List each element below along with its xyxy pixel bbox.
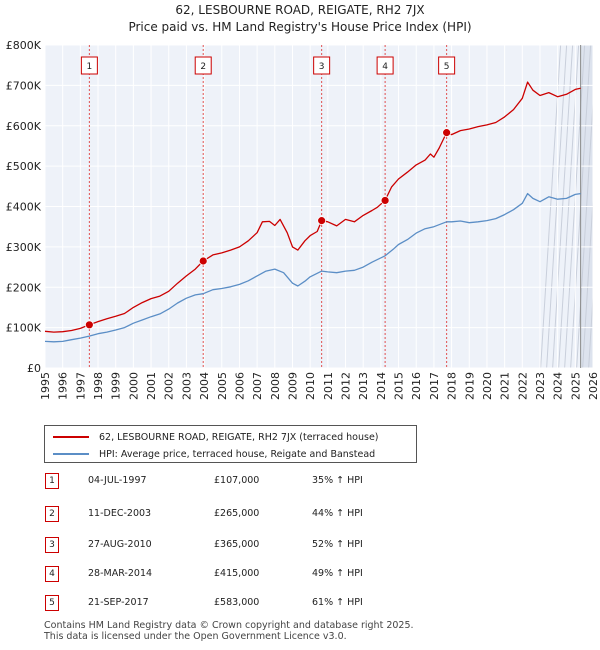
x-tick-label: 2009 <box>286 372 299 400</box>
legend-label-hpi: HPI: Average price, terraced house, Reig… <box>99 448 376 460</box>
x-tick-label: 2022 <box>516 372 529 400</box>
x-tick-label: 2018 <box>446 372 459 400</box>
x-tick-label: 2000 <box>127 372 140 400</box>
transaction-date: 21-SEP-2017 <box>88 597 149 608</box>
transaction-number-badge: 2 <box>45 506 59 522</box>
y-tick-label: £200K <box>6 281 42 294</box>
x-tick-label: 2017 <box>428 372 441 400</box>
y-tick-label: £300K <box>6 241 42 254</box>
transaction-price: £415,000 <box>214 568 260 579</box>
x-tick-label: 2007 <box>251 372 264 400</box>
transaction-hpi-change: 49% ↑ HPI <box>312 568 363 579</box>
transaction-date: 04-JUL-1997 <box>88 475 147 486</box>
transaction-hpi-change: 44% ↑ HPI <box>312 508 363 519</box>
y-tick-label: £100K <box>6 322 42 335</box>
x-tick-label: 2023 <box>534 372 547 400</box>
y-tick-label: £400K <box>6 201 42 214</box>
footer-license: This data is licensed under the Open Gov… <box>44 631 347 642</box>
x-tick-label: 2019 <box>463 372 476 400</box>
table-row: 4 28-MAR-2014 £415,000 49% ↑ HPI <box>0 566 600 586</box>
transaction-number-badge: 5 <box>45 595 59 611</box>
y-tick-label: £800K <box>6 39 42 52</box>
sale-point <box>317 216 327 226</box>
hatch-clip-right <box>593 43 600 370</box>
table-row: 5 21-SEP-2017 £583,000 61% ↑ HPI <box>0 595 600 615</box>
sale-point <box>198 256 208 266</box>
table-row: 2 11-DEC-2003 £265,000 44% ↑ HPI <box>0 506 600 526</box>
x-tick-label: 2016 <box>410 372 423 400</box>
event-number-label: 2 <box>200 62 206 72</box>
transaction-number-badge: 1 <box>45 473 59 489</box>
x-tick-label: 2004 <box>198 372 211 400</box>
sale-point <box>442 128 452 138</box>
y-tick-label: £0 <box>27 362 41 375</box>
transaction-price: £265,000 <box>214 508 260 519</box>
transaction-date: 27-AUG-2010 <box>88 539 152 550</box>
x-tick-label: 2026 <box>587 372 600 400</box>
event-number-box <box>376 56 394 75</box>
x-tick-label: 2003 <box>180 372 193 400</box>
x-tick-label: 2013 <box>357 372 370 400</box>
hpi-line <box>44 192 581 343</box>
x-tick-label: 2015 <box>393 372 406 400</box>
legend-item-property: 62, LESBOURNE ROAD, REIGATE, RH2 7JX (te… <box>53 429 379 445</box>
y-tick-label: £500K <box>6 160 42 173</box>
transaction-date: 28-MAR-2014 <box>88 568 153 579</box>
event-number-box <box>313 56 331 75</box>
sale-point <box>84 320 94 330</box>
transaction-hpi-change: 61% ↑ HPI <box>312 597 363 608</box>
chart-title: 62, LESBOURNE ROAD, REIGATE, RH2 7JX <box>175 3 424 17</box>
x-tick-label: 2001 <box>145 372 158 400</box>
x-tick-label: 2024 <box>552 372 565 400</box>
legend-item-hpi: HPI: Average price, terraced house, Reig… <box>53 446 375 462</box>
property-price-line <box>44 81 581 333</box>
x-tick-label: 2008 <box>269 372 282 400</box>
footer-copyright: Contains HM Land Registry data © Crown c… <box>44 620 414 631</box>
event-number-box <box>438 56 456 75</box>
event-number-box <box>80 56 98 75</box>
x-tick-label: 2006 <box>233 372 246 400</box>
x-tick-label: 2002 <box>163 372 176 400</box>
event-number-label: 4 <box>382 62 388 72</box>
table-row: 3 27-AUG-2010 £365,000 52% ↑ HPI <box>0 537 600 557</box>
event-number-label: 1 <box>87 62 93 72</box>
y-tick-label: £600K <box>6 120 42 133</box>
legend-swatch-hpi <box>53 453 89 455</box>
transaction-hpi-change: 35% ↑ HPI <box>312 475 363 486</box>
x-tick-label: 1995 <box>39 372 52 400</box>
y-tick-label: £700K <box>6 79 42 92</box>
x-tick-label: 2020 <box>481 372 494 400</box>
x-tick-label: 1996 <box>57 372 70 400</box>
event-number-box <box>194 56 212 75</box>
sale-point <box>380 196 390 205</box>
x-tick-label: 2011 <box>322 372 335 400</box>
price-chart: 62, LESBOURNE ROAD, REIGATE, RH2 7JX Pri… <box>6 3 600 400</box>
event-number-label: 5 <box>444 62 450 72</box>
x-tick-label: 2025 <box>569 372 582 400</box>
transaction-price: £583,000 <box>214 597 260 608</box>
table-row: 1 04-JUL-1997 £107,000 35% ↑ HPI <box>0 473 600 493</box>
transaction-price: £107,000 <box>214 475 260 486</box>
event-number-label: 3 <box>319 62 325 72</box>
x-tick-label: 2005 <box>216 372 229 400</box>
x-tick-label: 1998 <box>92 372 105 400</box>
chart-legend: 62, LESBOURNE ROAD, REIGATE, RH2 7JX (te… <box>44 425 417 463</box>
transaction-number-badge: 4 <box>45 566 59 582</box>
legend-swatch-property <box>53 436 89 438</box>
transaction-number-badge: 3 <box>45 537 59 553</box>
x-tick-label: 2021 <box>499 372 512 400</box>
x-tick-label: 1999 <box>110 372 123 400</box>
x-tick-label: 2010 <box>304 372 317 400</box>
x-tick-label: 2012 <box>340 372 353 400</box>
transaction-price: £365,000 <box>214 539 260 550</box>
transaction-date: 11-DEC-2003 <box>88 508 152 519</box>
chart-subtitle: Price paid vs. HM Land Registry's House … <box>128 20 471 34</box>
transaction-hpi-change: 52% ↑ HPI <box>312 539 363 550</box>
x-tick-label: 2014 <box>375 372 388 400</box>
legend-label-property: 62, LESBOURNE ROAD, REIGATE, RH2 7JX (te… <box>99 431 379 443</box>
x-tick-label: 1997 <box>74 372 87 400</box>
